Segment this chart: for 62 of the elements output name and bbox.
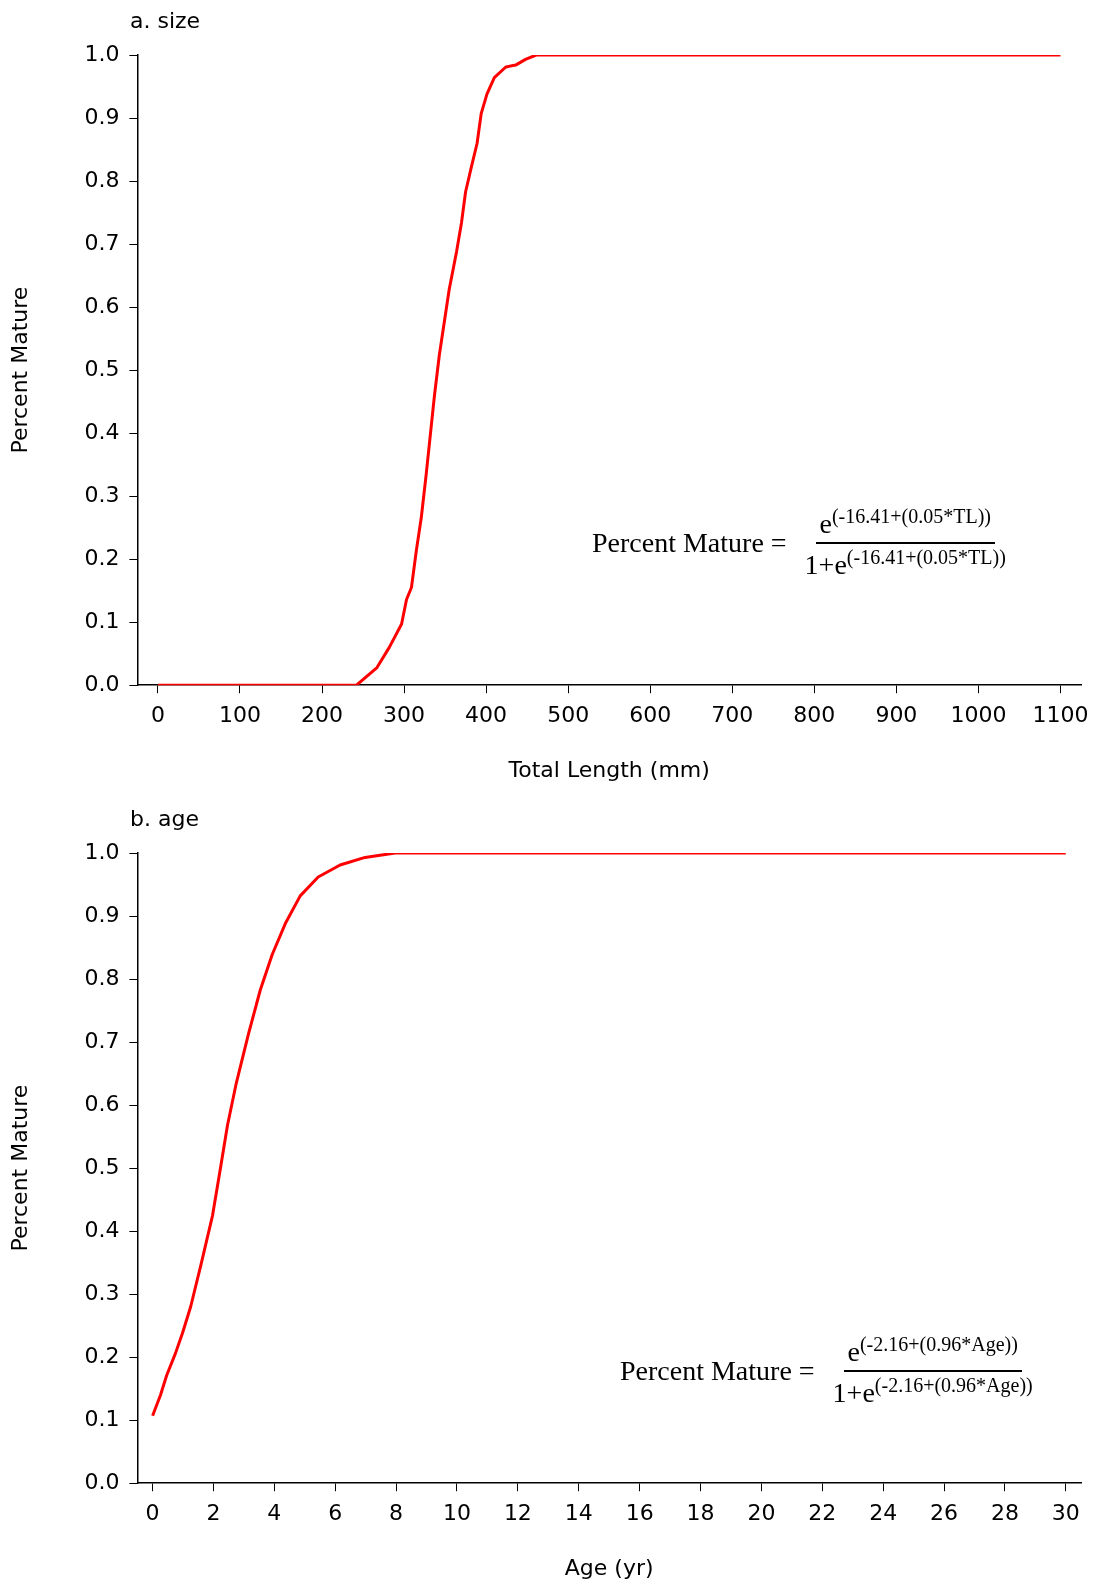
- x-tick-label: 2: [206, 1500, 221, 1526]
- x-tick-label: 8: [389, 1500, 404, 1526]
- x-tick-label: 14: [564, 1500, 593, 1526]
- y-tick-label: 0.8: [84, 166, 120, 192]
- x-tick-label: 22: [808, 1500, 837, 1526]
- y-tick-label: 0.3: [84, 1279, 120, 1305]
- y-tick-label: 0.6: [84, 292, 120, 318]
- chart-title: b. age: [130, 806, 199, 831]
- x-tick-label: 0: [150, 702, 165, 728]
- y-axis-title: Percent Mature: [6, 1084, 32, 1252]
- y-tick-label: 0.2: [84, 1342, 120, 1368]
- y-tick-label: 0.4: [84, 418, 120, 444]
- x-tick-label: 0: [145, 1500, 160, 1526]
- x-tick-label: 20: [747, 1500, 776, 1526]
- x-tick-label: 18: [686, 1500, 715, 1526]
- x-tick-label: 1100: [1032, 702, 1089, 728]
- x-tick-label: 6: [328, 1500, 343, 1526]
- y-tick-label: 0.9: [84, 901, 120, 927]
- x-tick-label: 4: [267, 1500, 282, 1526]
- chart-title: a. size: [130, 8, 201, 33]
- x-tick-label: 10: [443, 1500, 471, 1526]
- y-tick-label: 0.5: [84, 1153, 120, 1179]
- x-tick-label: 800: [793, 702, 836, 728]
- y-tick-label: 0.7: [84, 1027, 120, 1053]
- x-tick-label: 400: [465, 702, 508, 728]
- x-tick-label: 30: [1051, 1500, 1080, 1526]
- x-tick-label: 500: [547, 702, 590, 728]
- y-tick-label: 1.0: [84, 838, 120, 864]
- x-tick-label: 16: [625, 1500, 654, 1526]
- y-tick-label: 0.5: [84, 355, 120, 381]
- x-tick-label: 900: [875, 702, 918, 728]
- y-tick-label: 0.4: [84, 1216, 120, 1242]
- x-axis-title: Age (yr): [564, 1554, 654, 1580]
- annotation: e$^{(-2.16+(0.96*Age))}$: [843, 1333, 1022, 1373]
- x-tick-label: 200: [301, 702, 344, 728]
- annotation: e$^{(-16.41+(0.05*TL))}$: [815, 505, 995, 545]
- annotation: Percent Mature =: [592, 527, 787, 560]
- x-tick-label: 1000: [950, 702, 1007, 728]
- x-tick-label: 28: [990, 1500, 1019, 1526]
- y-tick-label: 0.2: [84, 544, 120, 570]
- y-tick-label: 0.0: [84, 1468, 120, 1494]
- y-tick-label: 0.6: [84, 1090, 120, 1116]
- y-tick-label: 0.1: [84, 1405, 120, 1431]
- y-tick-label: 1.0: [84, 40, 120, 66]
- y-tick-label: 0.3: [84, 481, 120, 507]
- y-tick-label: 0.7: [84, 229, 120, 255]
- x-axis-title: Total Length (mm): [507, 756, 710, 782]
- x-tick-label: 100: [218, 702, 261, 728]
- x-tick-label: 24: [869, 1500, 898, 1526]
- x-tick-label: 600: [629, 702, 672, 728]
- x-tick-label: 300: [383, 702, 426, 728]
- annotation: 1+e$^{(-2.16+(0.96*Age))}$: [831, 1373, 1034, 1410]
- x-tick-label: 700: [711, 702, 754, 728]
- annotation: 1+e$^{(-16.41+(0.05*TL))}$: [803, 545, 1007, 582]
- x-tick-label: 26: [930, 1500, 959, 1526]
- y-tick-label: 0.9: [84, 103, 120, 129]
- y-axis-title: Percent Mature: [6, 286, 32, 454]
- y-tick-label: 0.1: [84, 607, 120, 633]
- y-tick-label: 0.0: [84, 670, 120, 696]
- x-tick-label: 12: [503, 1500, 532, 1526]
- y-tick-label: 0.8: [84, 964, 120, 990]
- annotation: Percent Mature =: [620, 1355, 815, 1388]
